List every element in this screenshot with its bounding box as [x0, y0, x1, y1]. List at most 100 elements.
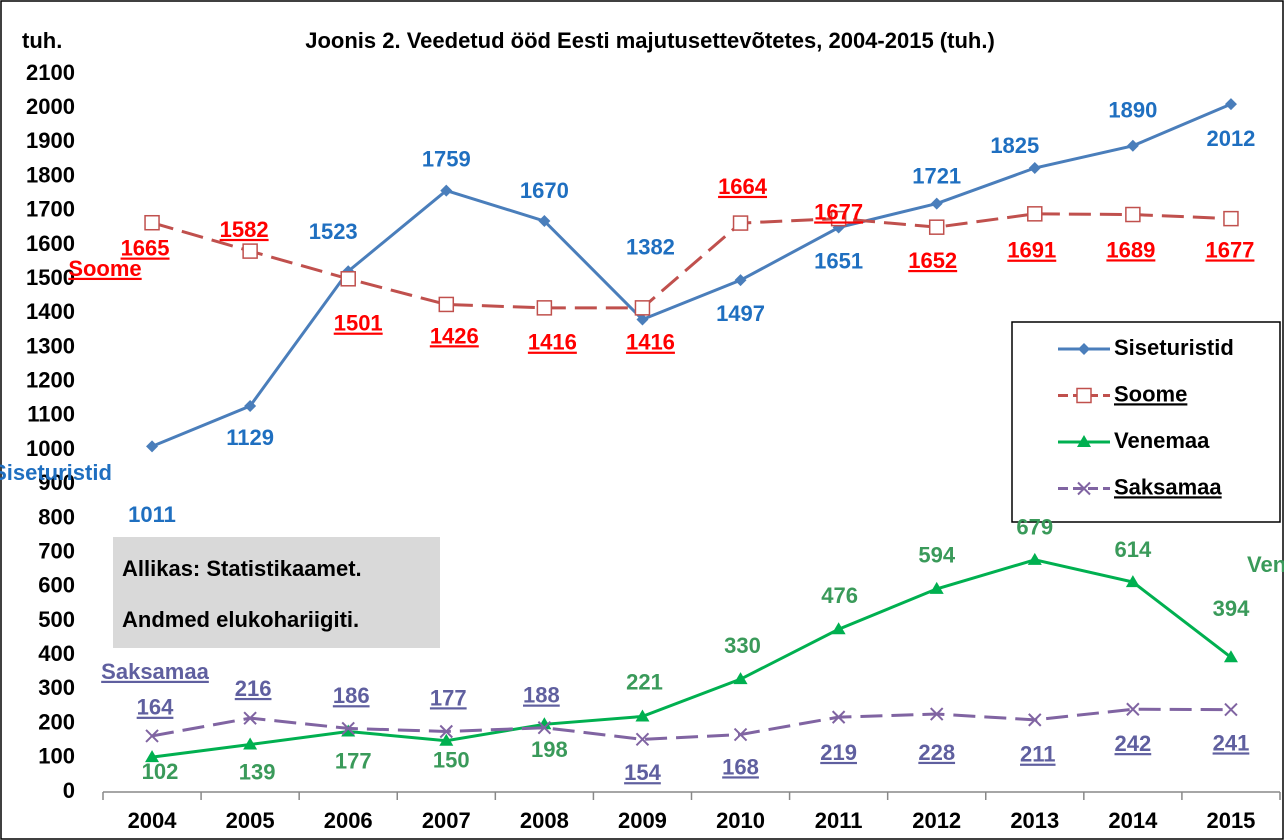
y-tick-label: 500 [38, 607, 75, 632]
series-annotation: Soome [68, 256, 141, 281]
marker [536, 300, 553, 316]
marker [440, 184, 453, 197]
marker [733, 672, 748, 685]
marker [145, 750, 160, 763]
marker [1126, 139, 1139, 152]
y-tick-label: 600 [38, 573, 75, 598]
data-label: 1523 [309, 219, 358, 244]
legend-label: Siseturistid [1114, 335, 1234, 360]
data-label: 154 [624, 760, 661, 785]
data-label: 177 [335, 748, 372, 773]
marker [1028, 162, 1041, 175]
y-tick-label: 2000 [26, 94, 75, 119]
data-label: 1426 [430, 323, 479, 348]
chart-title: Joonis 2. Veedetud ööd Eesti majutusette… [305, 28, 995, 53]
x-tick-label: 2011 [815, 808, 863, 833]
data-label: 2012 [1206, 126, 1255, 151]
data-label: 1677 [814, 199, 863, 224]
y-tick-label: 400 [38, 641, 75, 666]
marker [831, 710, 846, 724]
marker [439, 733, 454, 746]
marker [538, 215, 551, 228]
marker [537, 721, 552, 735]
marker [1126, 702, 1140, 716]
data-label: 1890 [1108, 98, 1157, 123]
data-label: 1665 [121, 236, 170, 261]
marker [1027, 552, 1042, 565]
data-label: 1011 [128, 502, 176, 527]
data-label: 198 [531, 737, 568, 762]
data-label: 164 [137, 695, 174, 720]
marker [1223, 650, 1238, 663]
data-label: 1129 [226, 425, 274, 450]
data-label: 1382 [626, 234, 675, 259]
marker [243, 711, 257, 725]
marker [341, 721, 355, 736]
marker [244, 399, 257, 412]
y-tick-label: 800 [38, 504, 75, 529]
x-tick-label: 2014 [1108, 808, 1158, 833]
y-tick-label: 1400 [26, 299, 75, 324]
marker [1028, 713, 1042, 727]
data-label: 211 [1020, 742, 1056, 767]
data-label: 1652 [908, 248, 957, 273]
data-label: 1670 [520, 178, 569, 203]
data-label: 242 [1115, 731, 1152, 756]
series-annotation: Saksamaa [101, 659, 209, 684]
marker [146, 440, 159, 453]
marker [830, 210, 847, 227]
x-tick-label: 2005 [226, 808, 275, 833]
marker [537, 717, 552, 730]
marker [243, 737, 258, 750]
data-label: 1651 [814, 248, 863, 273]
legend-box [1011, 321, 1281, 523]
x-tick-label: 2009 [618, 808, 667, 833]
x-tick-label: 2007 [422, 808, 471, 833]
y-tick-label: 1700 [26, 197, 75, 222]
x-tick-label: 2013 [1010, 808, 1059, 833]
data-label: 1721 [912, 163, 961, 188]
x-tick-label: 2004 [128, 808, 178, 833]
data-label: 219 [820, 740, 857, 765]
legend-label: Soome [1114, 381, 1187, 406]
data-label: 1582 [220, 217, 269, 242]
data-label: 1497 [716, 301, 765, 326]
data-label: 168 [722, 754, 759, 779]
marker [733, 727, 748, 742]
marker [1224, 98, 1237, 111]
data-label: 221 [626, 669, 663, 694]
data-label: 241 [1213, 730, 1250, 755]
x-tick-label: 2006 [324, 808, 373, 833]
series-line [151, 102, 1232, 448]
marker [1125, 575, 1140, 588]
marker [634, 300, 651, 316]
series-line [151, 212, 1232, 310]
y-tick-label: 1300 [26, 333, 75, 358]
data-label: 139 [239, 759, 276, 784]
y-tick-label: 1600 [26, 231, 75, 256]
marker [145, 729, 159, 743]
y-tick-label: 100 [38, 744, 75, 769]
data-label: 476 [821, 583, 858, 608]
marker [1125, 206, 1141, 223]
data-label: 1416 [626, 330, 675, 355]
data-label: 330 [724, 633, 761, 658]
data-label: 216 [235, 676, 272, 701]
series-annotation: Venemaa [1247, 552, 1284, 577]
note-line: Allikas: Statistikaamet. [122, 556, 362, 581]
legend-marker [1077, 435, 1091, 447]
data-label: 150 [433, 748, 470, 773]
marker [340, 271, 356, 287]
marker [1224, 702, 1238, 717]
y-tick-label: 1800 [26, 162, 75, 187]
data-label: 1691 [1007, 238, 1056, 263]
y-axis-unit: tuh. [22, 28, 62, 53]
marker [635, 709, 650, 722]
series-annotation: Siseturistid [0, 460, 112, 485]
series-line [151, 558, 1232, 759]
marker [635, 732, 650, 747]
data-label: 177 [430, 685, 467, 710]
marker [144, 214, 160, 231]
legend-marker [1077, 481, 1091, 496]
legend-marker [1078, 343, 1090, 355]
